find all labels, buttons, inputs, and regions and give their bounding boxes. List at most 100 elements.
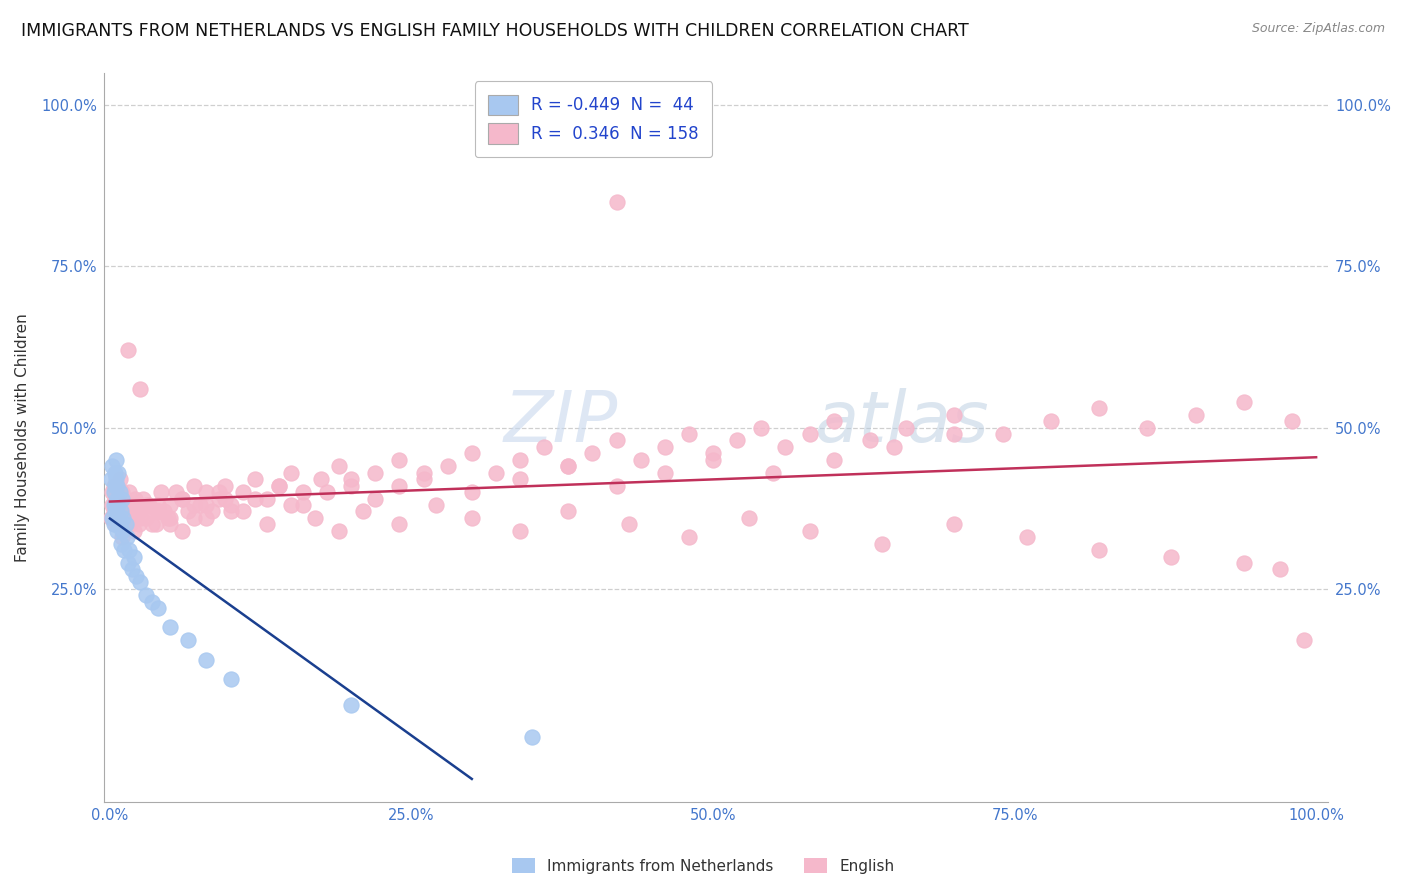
Point <box>1233 556 1256 570</box>
Point <box>108 517 131 532</box>
Point <box>509 524 531 538</box>
Point <box>135 588 157 602</box>
Point <box>1015 530 1038 544</box>
Point <box>115 530 138 544</box>
Point <box>214 491 236 506</box>
Point <box>141 517 163 532</box>
Point <box>461 511 484 525</box>
Point <box>243 491 266 506</box>
Point <box>219 672 242 686</box>
Point <box>104 504 127 518</box>
Point <box>104 452 127 467</box>
Point <box>485 466 508 480</box>
Legend: Immigrants from Netherlands, English: Immigrants from Netherlands, English <box>506 852 900 880</box>
Point <box>232 504 254 518</box>
Point <box>859 434 882 448</box>
Point <box>104 498 127 512</box>
Point <box>129 504 152 518</box>
Point <box>195 485 218 500</box>
Point <box>117 343 139 358</box>
Point <box>107 485 129 500</box>
Point <box>104 466 127 480</box>
Point <box>172 491 194 506</box>
Point <box>112 504 135 518</box>
Point <box>129 382 152 396</box>
Point <box>105 478 128 492</box>
Point <box>1281 414 1303 428</box>
Point <box>883 440 905 454</box>
Point <box>111 530 134 544</box>
Text: Source: ZipAtlas.com: Source: ZipAtlas.com <box>1251 22 1385 36</box>
Point <box>678 530 700 544</box>
Point <box>108 517 131 532</box>
Point <box>280 466 302 480</box>
Point <box>762 466 785 480</box>
Point <box>364 466 387 480</box>
Y-axis label: Family Households with Children: Family Households with Children <box>15 313 30 562</box>
Point <box>111 498 134 512</box>
Point <box>654 466 676 480</box>
Point <box>1292 633 1315 648</box>
Point <box>775 440 797 454</box>
Point <box>122 524 145 538</box>
Point <box>309 472 332 486</box>
Point <box>799 524 821 538</box>
Point <box>1088 543 1111 558</box>
Point <box>131 491 153 506</box>
Point <box>153 504 176 518</box>
Point <box>101 498 124 512</box>
Point <box>183 511 205 525</box>
Point <box>104 517 127 532</box>
Point <box>461 485 484 500</box>
Point <box>104 498 127 512</box>
Point <box>117 556 139 570</box>
Point <box>870 536 893 550</box>
Point <box>328 459 350 474</box>
Point <box>122 549 145 564</box>
Point <box>100 511 122 525</box>
Point <box>121 562 143 576</box>
Point <box>425 498 447 512</box>
Point <box>104 472 127 486</box>
Point <box>557 459 579 474</box>
Point <box>316 485 339 500</box>
Point <box>148 504 170 518</box>
Point <box>111 491 134 506</box>
Point <box>114 511 136 525</box>
Point <box>823 414 845 428</box>
Point <box>352 504 374 518</box>
Point <box>129 575 152 590</box>
Point <box>654 440 676 454</box>
Point <box>388 452 411 467</box>
Point <box>103 478 125 492</box>
Point <box>124 491 146 506</box>
Point <box>267 478 290 492</box>
Point <box>412 472 434 486</box>
Point <box>725 434 748 448</box>
Point <box>340 478 363 492</box>
Point <box>135 511 157 525</box>
Text: ZIP: ZIP <box>503 388 619 458</box>
Point <box>195 511 218 525</box>
Point <box>617 517 640 532</box>
Point <box>195 653 218 667</box>
Text: atlas: atlas <box>814 388 988 458</box>
Point <box>148 504 170 518</box>
Point <box>183 478 205 492</box>
Point <box>177 633 200 648</box>
Point <box>111 485 134 500</box>
Point <box>141 595 163 609</box>
Point <box>103 504 125 518</box>
Legend: R = -0.449  N =  44, R =  0.346  N = 158: R = -0.449 N = 44, R = 0.346 N = 158 <box>475 81 713 157</box>
Point <box>256 517 278 532</box>
Point <box>118 543 141 558</box>
Point <box>256 491 278 506</box>
Point <box>103 485 125 500</box>
Point <box>105 478 128 492</box>
Point <box>749 420 772 434</box>
Point <box>115 498 138 512</box>
Point <box>340 472 363 486</box>
Point <box>145 517 167 532</box>
Point <box>214 478 236 492</box>
Point <box>172 491 194 506</box>
